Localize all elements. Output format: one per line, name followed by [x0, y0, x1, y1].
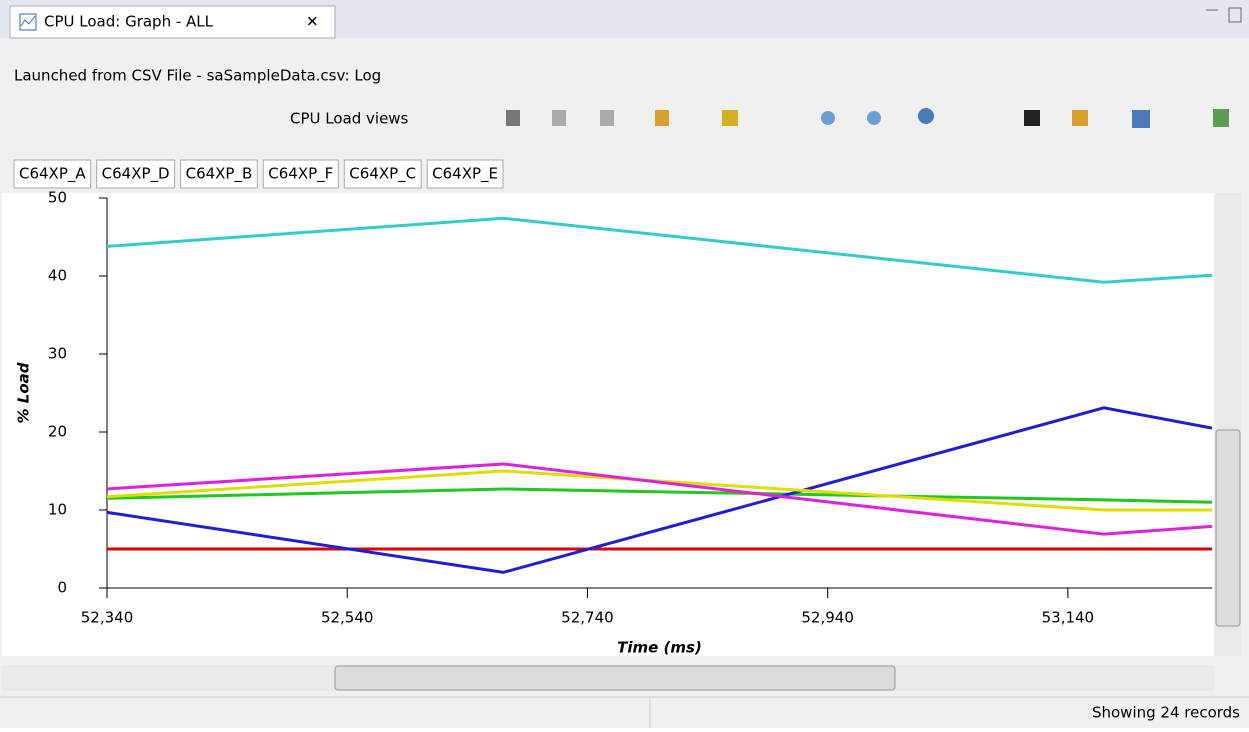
chart: 0 10 20 30 40 50 52,340 52,540 52,740 52,940 53,14… [15, 189, 1213, 657]
vertical-thumb[interactable] [1215, 429, 1241, 627]
legend-entry: C64XP_A [19, 165, 86, 184]
y-tick-label: 50 [48, 189, 67, 207]
legend-box[interactable] [343, 159, 422, 189]
legend-entry: C64XP_D [102, 165, 170, 184]
series-line [106, 469, 1212, 512]
close-button[interactable]: ✕ [306, 13, 319, 31]
legend-box[interactable] [262, 159, 339, 189]
y-tick-label: 10 [48, 501, 67, 519]
legend-entry: C64XP_B [186, 165, 253, 184]
subtitle: Launched from CSV File - saSampleData.cs… [14, 67, 381, 85]
y-axis-title: % Load [15, 362, 33, 423]
legend-entry: C64XP_C [349, 165, 416, 184]
y-tick-label: 30 [48, 345, 67, 363]
legend-box[interactable] [426, 159, 504, 189]
status-text: Showing 24 records [1092, 704, 1240, 722]
series-line [106, 462, 1213, 536]
series-line [106, 216, 1213, 284]
x-tick-label: 52,540 [321, 609, 374, 627]
y-tick-label: 40 [48, 267, 67, 285]
x-tick-label: 52,340 [81, 609, 134, 627]
toolbar-icons [506, 108, 1229, 128]
toolbar-label[interactable]: CPU Load views [290, 110, 409, 128]
legend-entry: C64XP_F [268, 165, 333, 184]
x-tick-label: 53,140 [1042, 609, 1095, 627]
tab[interactable] [9, 5, 336, 39]
tab-title: CPU Load: Graph - ALL [44, 13, 214, 31]
tab-icon [19, 13, 37, 31]
legend-box[interactable] [96, 159, 176, 189]
window-controls[interactable] [1206, 7, 1242, 23]
y-tick-label: 20 [48, 423, 67, 441]
y-tick-label: 0 [57, 579, 67, 597]
legend-box[interactable] [180, 159, 258, 189]
plot-area [2, 193, 1214, 656]
x-tick-label: 52,740 [561, 609, 614, 627]
legend-entry: C64XP_E [432, 165, 498, 184]
horizontal-thumb[interactable] [334, 665, 896, 691]
x-axis-title: Time (ms) [617, 639, 702, 657]
x-tick-label: 52,940 [801, 609, 854, 627]
legend: C64XP_A C64XP_D C64XP_B C64XP_F C64XP_C C64XP… [13, 159, 504, 189]
legend-box[interactable] [13, 159, 92, 189]
series-line [106, 487, 1213, 504]
